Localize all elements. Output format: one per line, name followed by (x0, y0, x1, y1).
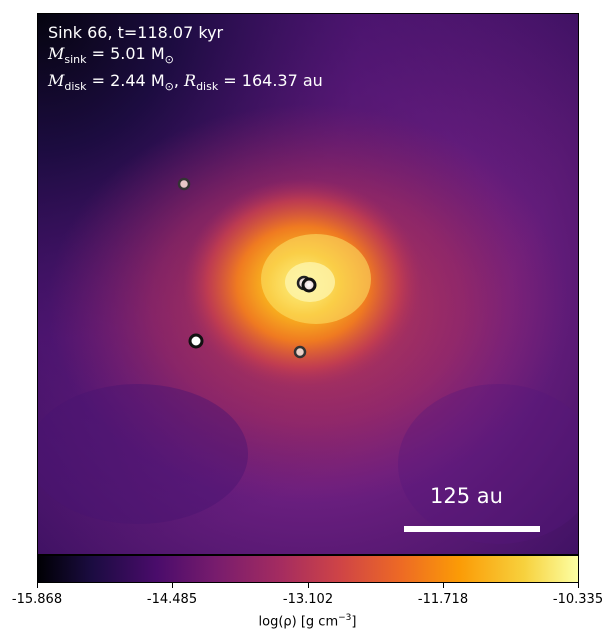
sink-companion-3 (293, 345, 307, 359)
disk-radius-subscript: disk (196, 80, 219, 94)
sink-companion-2 (188, 333, 204, 349)
colorbar-tick (578, 583, 579, 588)
disk-radius-symbol: R (184, 71, 197, 91)
sink-time-line: Sink 66, t=118.07 kyr (48, 23, 224, 42)
disk-mass-sun: ⊙ (164, 80, 174, 94)
colorbar-tick (443, 583, 444, 588)
disk-separator: , (173, 71, 185, 91)
colorbar-tick-label: -14.485 (146, 592, 198, 607)
colorbar-label: log(ρ) [g cm−3] (0, 613, 615, 629)
sink-info-text: Sink 66, t=118.07 kyr Msink = 5.01 M⊙ Md… (48, 22, 323, 97)
colorbar-tick-label: -11.718 (417, 592, 469, 607)
disk-radius-value: = 164.37 au (218, 71, 323, 91)
disk-mass-subscript: disk (64, 80, 87, 94)
colorbar-label-text: log(ρ) [g cm (258, 614, 339, 630)
sink-mass-subscript: sink (64, 53, 87, 67)
colorbar-label-exponent: −3 (338, 613, 352, 623)
scale-bar-label: 125 au (430, 484, 503, 508)
disk-properties-line: Mdisk = 2.44 M⊙, Rdisk = 164.37 au (48, 70, 323, 97)
sink-main (296, 275, 317, 293)
sink-mass-symbol: M (48, 44, 65, 63)
sink-mass-value: = 5.01 M (86, 44, 165, 63)
colorbar-tick (37, 583, 38, 588)
colorbar-tick (172, 583, 173, 588)
disk-mass-symbol: M (48, 71, 65, 91)
sink-mass-sun: ⊙ (164, 53, 174, 67)
colorbar-tick-label: -15.868 (11, 592, 63, 607)
colorbar-tick (308, 583, 309, 588)
colorbar (37, 555, 579, 583)
sink-companion-1 (177, 177, 191, 191)
sink-mass-line: Msink = 5.01 M⊙ (48, 43, 323, 70)
colorbar-tick-label: -10.335 (552, 592, 604, 607)
density-map (38, 14, 578, 554)
colorbar-label-suffix: ] (351, 614, 357, 630)
disk-mass-value: = 2.44 M (86, 71, 165, 91)
scale-bar (404, 526, 540, 532)
density-map-panel: Sink 66, t=118.07 kyr Msink = 5.01 M⊙ Md… (37, 13, 579, 555)
colorbar-tick-label: -13.102 (282, 592, 334, 607)
